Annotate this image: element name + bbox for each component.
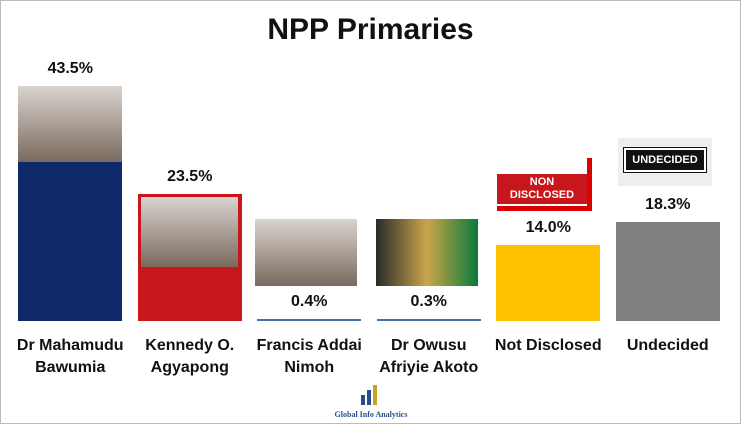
- sign-text: UNDECIDED: [623, 147, 707, 173]
- x-tick-label: Undecided: [626, 337, 709, 354]
- chart-title: NPP Primaries: [267, 13, 474, 46]
- bar: [376, 319, 481, 321]
- value-label: 0.4%: [291, 292, 328, 310]
- value-label: 14.0%: [525, 219, 571, 237]
- x-tick-label: Not Disclosed: [494, 337, 602, 354]
- value-label: 43.5%: [47, 60, 93, 78]
- value-label: 18.3%: [645, 196, 691, 214]
- bar: [615, 222, 720, 321]
- photo: [376, 219, 478, 286]
- photo: [18, 86, 122, 162]
- x-tick-label: Dr Mahamudu Bawumia: [16, 337, 124, 376]
- logo-icon: [361, 385, 377, 405]
- sign: UNDECIDED: [618, 138, 712, 186]
- value-label: 23.5%: [167, 168, 213, 186]
- bar: [257, 318, 362, 321]
- photo: [255, 219, 357, 286]
- bar: [496, 245, 601, 321]
- value-label: 0.3%: [410, 293, 447, 310]
- source: Global Info Analytics: [334, 410, 408, 419]
- sign-text: NON DISCLOSED: [497, 174, 587, 204]
- logo: Global Info Analytics: [321, 385, 421, 419]
- photo: [138, 194, 241, 270]
- sign: NON DISCLOSED: [497, 158, 592, 211]
- x-tick-label: Kennedy O. Agyapong: [145, 337, 235, 376]
- x-tick-label: Dr Owusu Afriyie Akoto: [379, 337, 479, 376]
- x-tick-label: Francis Addai Nimoh: [256, 337, 362, 376]
